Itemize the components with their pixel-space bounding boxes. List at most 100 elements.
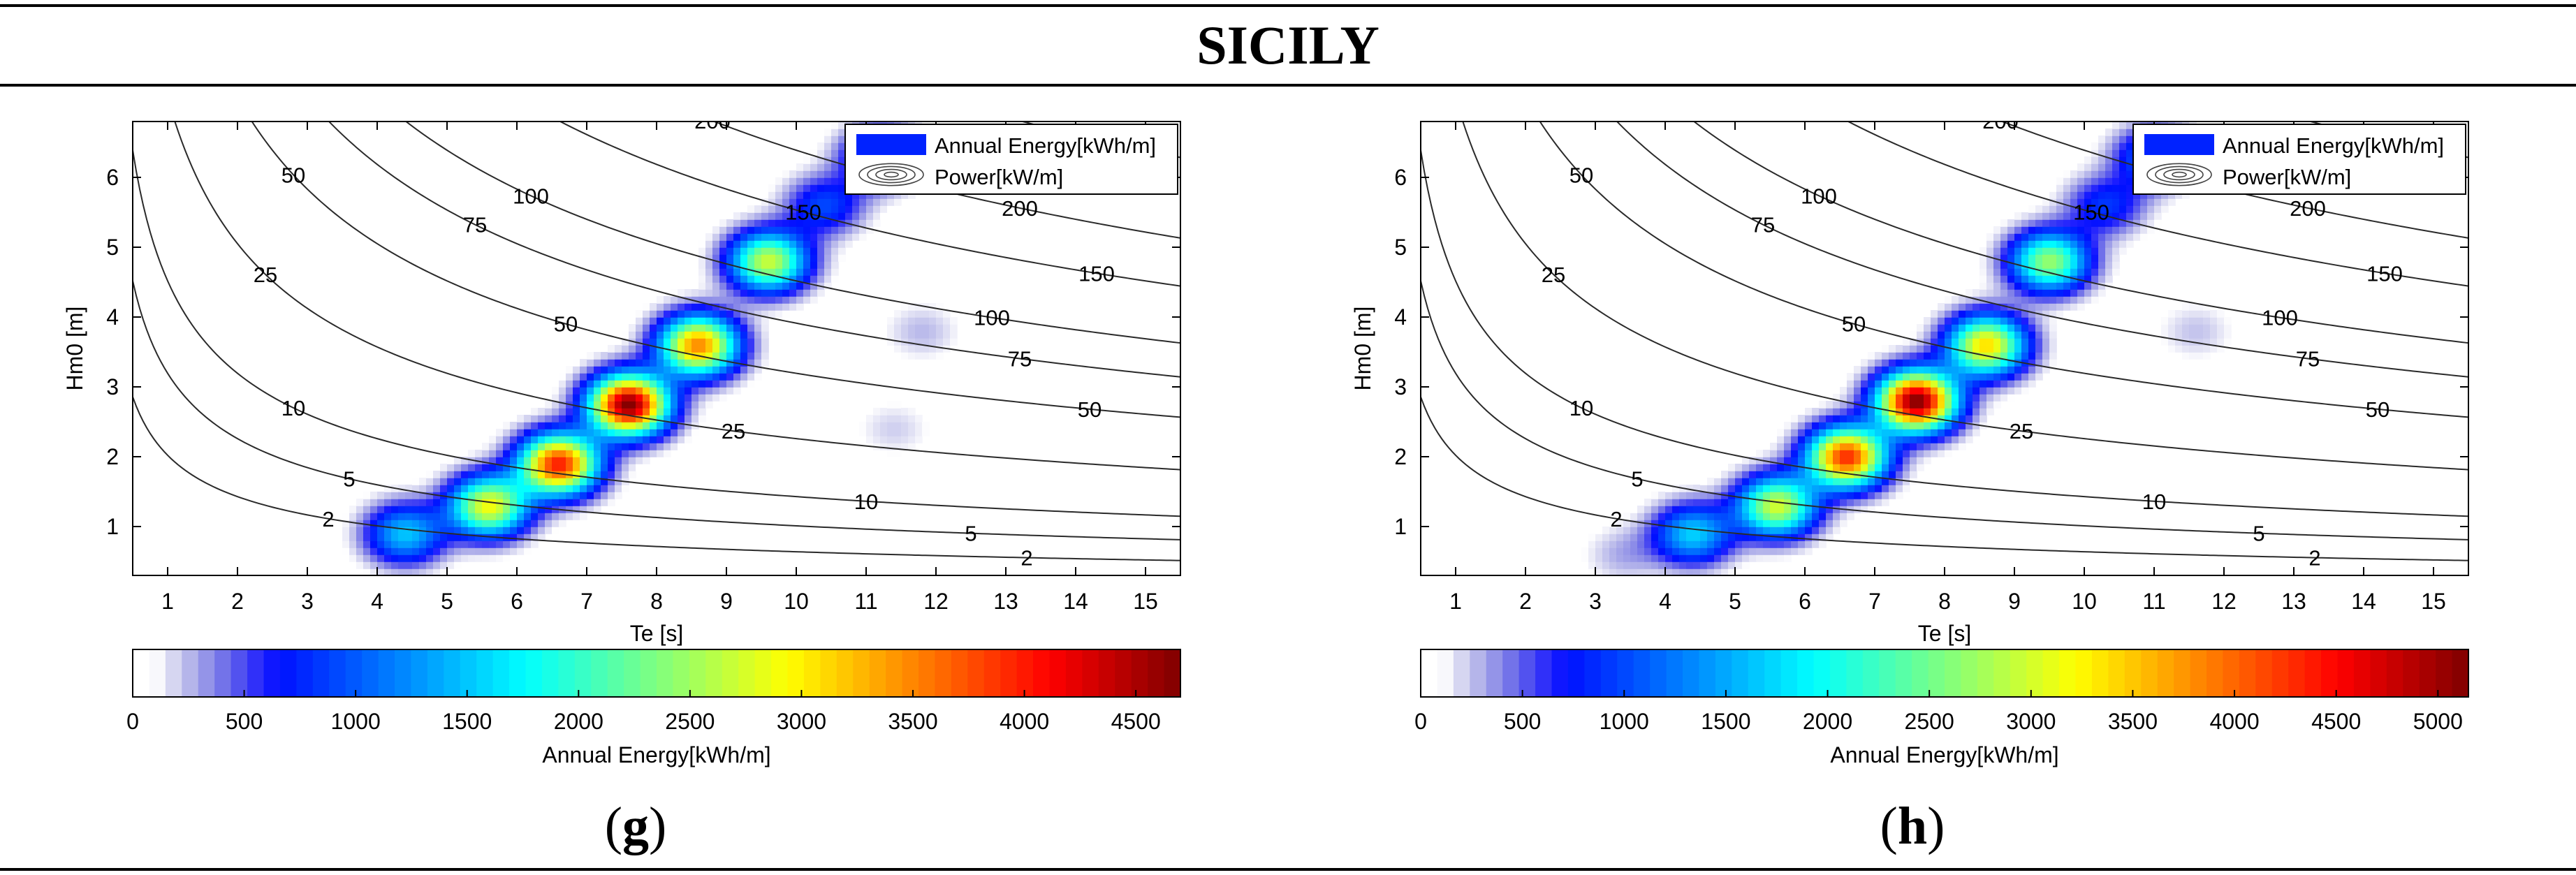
heatmap-cell [2182, 303, 2190, 311]
heatmap-cell [1777, 457, 1785, 464]
heatmap-cell [1735, 534, 1743, 541]
legend-power-ellipse [875, 168, 907, 181]
heatmap-cell [685, 303, 692, 311]
colorbar-step [2337, 649, 2355, 697]
heatmap-cell [384, 568, 392, 575]
heatmap-cell [943, 331, 951, 339]
heatmap-cell [2028, 247, 2036, 255]
heatmap-cell [2084, 184, 2092, 192]
heatmap-cell [824, 128, 832, 136]
heatmap-cell [705, 345, 713, 353]
heatmap-cell [1854, 429, 1861, 436]
heatmap-cell [2140, 205, 2148, 213]
heatmap-cell [496, 554, 504, 562]
heatmap-cell [1805, 499, 1813, 506]
heatmap-cell [440, 568, 448, 575]
heatmap-cell [691, 401, 699, 409]
heatmap-cell [1714, 554, 1722, 562]
colorbar-frame [1420, 649, 2469, 698]
heatmap-cell [1735, 492, 1743, 499]
heatmap-cell [782, 261, 790, 269]
heatmap-cell [2105, 184, 2113, 192]
heatmap-cell [1945, 394, 1952, 402]
heatmap-cell [433, 471, 441, 478]
heatmap-cell [412, 506, 420, 513]
heatmap-cell [2105, 205, 2113, 213]
heatmap-cell [587, 499, 594, 506]
heatmap-cell [1840, 422, 1847, 429]
heatmap-cell [671, 289, 678, 297]
heatmap-cell [824, 184, 832, 192]
heatmap-cell [650, 422, 657, 429]
heatmap-cell [1861, 373, 1868, 381]
colorbar-step [2174, 649, 2191, 697]
heatmap-cell [2000, 338, 2008, 346]
heatmap-cell [2056, 219, 2064, 227]
colorbar-step [951, 649, 969, 697]
heatmap-cell [1742, 492, 1750, 499]
heatmap-cell [664, 324, 671, 332]
heatmap-cell [1763, 534, 1771, 541]
heatmap-cell [796, 303, 804, 311]
heatmap-cell [824, 212, 832, 220]
heatmap-cell [719, 261, 727, 269]
heatmap-cell [580, 478, 587, 485]
heatmap-cell [740, 373, 748, 381]
heatmap-cell [1882, 408, 1889, 416]
heatmap-cell [1889, 457, 1896, 464]
heatmap-cell [1910, 422, 1917, 429]
heatmap-cell [468, 554, 476, 562]
heatmap-cell [2189, 345, 2197, 353]
heatmap-cell [2126, 149, 2134, 157]
heatmap-cell [2077, 261, 2085, 269]
heatmap-cell [1882, 359, 1889, 367]
heatmap-cell [1986, 303, 1994, 311]
heatmap-cell [768, 226, 776, 234]
heatmap-cell [615, 429, 622, 436]
heatmap-cell [349, 534, 357, 541]
heatmap-cell [377, 506, 385, 513]
heatmap-cell [1623, 534, 1631, 541]
heatmap-cell [880, 212, 888, 220]
heatmap-cell [2105, 219, 2113, 227]
heatmap-cell [1959, 394, 1966, 402]
heatmap-cell [775, 198, 783, 206]
heatmap-cell [363, 534, 371, 541]
heatmap-cell [824, 205, 832, 213]
heatmap-cell [1742, 464, 1750, 471]
heatmap-cell [608, 401, 615, 409]
heatmap-cell [2105, 135, 2113, 143]
heatmap-cell [768, 282, 776, 290]
colorbar-step [2370, 649, 2387, 697]
heatmap-cell [824, 170, 832, 178]
heatmap-cell [1763, 464, 1771, 471]
heatmap-cell [705, 233, 713, 241]
heatmap-cell [503, 527, 511, 534]
heatmap-cell [391, 554, 399, 562]
heatmap-cell [824, 268, 832, 276]
heatmap-cell [622, 345, 629, 353]
heatmap-cell [1749, 534, 1757, 541]
heatmap-cell [1742, 471, 1750, 478]
heatmap-cell [1679, 513, 1687, 520]
y-axis-label: Hm0 [m] [62, 307, 87, 391]
heatmap-cell [496, 541, 504, 548]
heatmap-cell [1993, 275, 2001, 283]
heatmap-cell [685, 401, 692, 409]
heatmap-cell [1651, 561, 1659, 569]
heatmap-cell [1805, 520, 1813, 527]
heatmap-cell [817, 177, 825, 185]
heatmap-cell [468, 492, 476, 499]
heatmap-cell [468, 541, 476, 548]
heatmap-cell [719, 366, 727, 374]
heatmap-cell [1798, 471, 1806, 478]
heatmap-cell [2182, 310, 2190, 318]
heatmap-cell [1784, 506, 1792, 513]
heatmap-cell [461, 492, 469, 499]
heatmap-cell [691, 331, 699, 339]
heatmap-cell [761, 345, 769, 353]
heatmap-cell [1693, 568, 1701, 575]
heatmap-cell [1700, 568, 1708, 575]
heatmap-cell [1805, 450, 1813, 457]
heatmap-cell [726, 268, 734, 276]
